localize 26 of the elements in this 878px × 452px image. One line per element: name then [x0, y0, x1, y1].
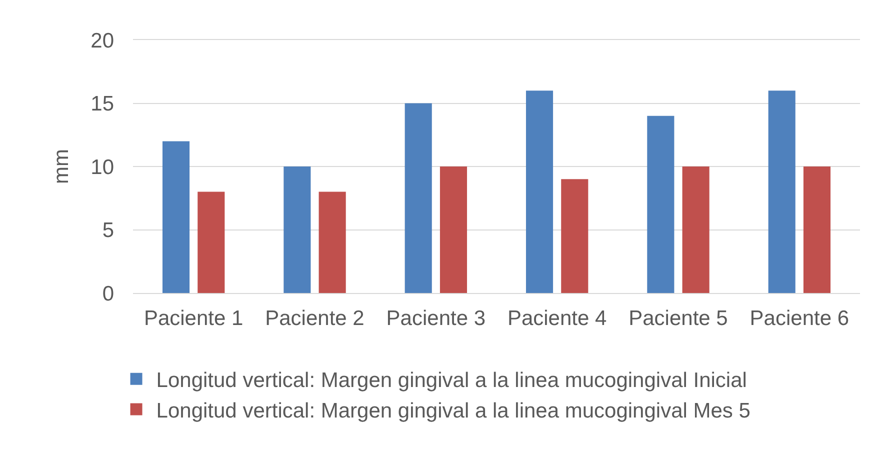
bar [682, 166, 710, 293]
bar [440, 166, 468, 293]
bar [526, 90, 554, 293]
x-tick-label: Paciente 6 [750, 307, 850, 330]
x-tick-label: Paciente 3 [386, 307, 486, 330]
y-tick-label: 15 [90, 92, 114, 116]
y-tick-label: 20 [90, 29, 114, 52]
x-tick-label: Paciente 2 [265, 307, 364, 330]
x-tick-label: Paciente 4 [507, 307, 608, 330]
y-tick-label: 5 [102, 219, 114, 242]
y-axis-title: mm [50, 149, 73, 184]
x-tick-label: Paciente 5 [628, 307, 728, 330]
x-tick-label: Paciente 1 [144, 307, 244, 330]
bar [318, 192, 346, 293]
bar [404, 103, 432, 293]
bar [768, 90, 796, 293]
bar [198, 192, 225, 293]
bar [647, 116, 674, 293]
bar [803, 166, 831, 293]
y-tick-label: 10 [90, 156, 114, 179]
y-tick-label: 0 [102, 282, 114, 306]
legend-label: Longitud vertical: Margen gingival a la linea mucogingival Inicial [156, 369, 747, 392]
legend-label: Longitud vertical: Margen gingival a la linea mucogingival Mes 5 [156, 399, 750, 422]
bar [162, 141, 190, 293]
bar [284, 166, 311, 293]
bar [561, 179, 588, 293]
